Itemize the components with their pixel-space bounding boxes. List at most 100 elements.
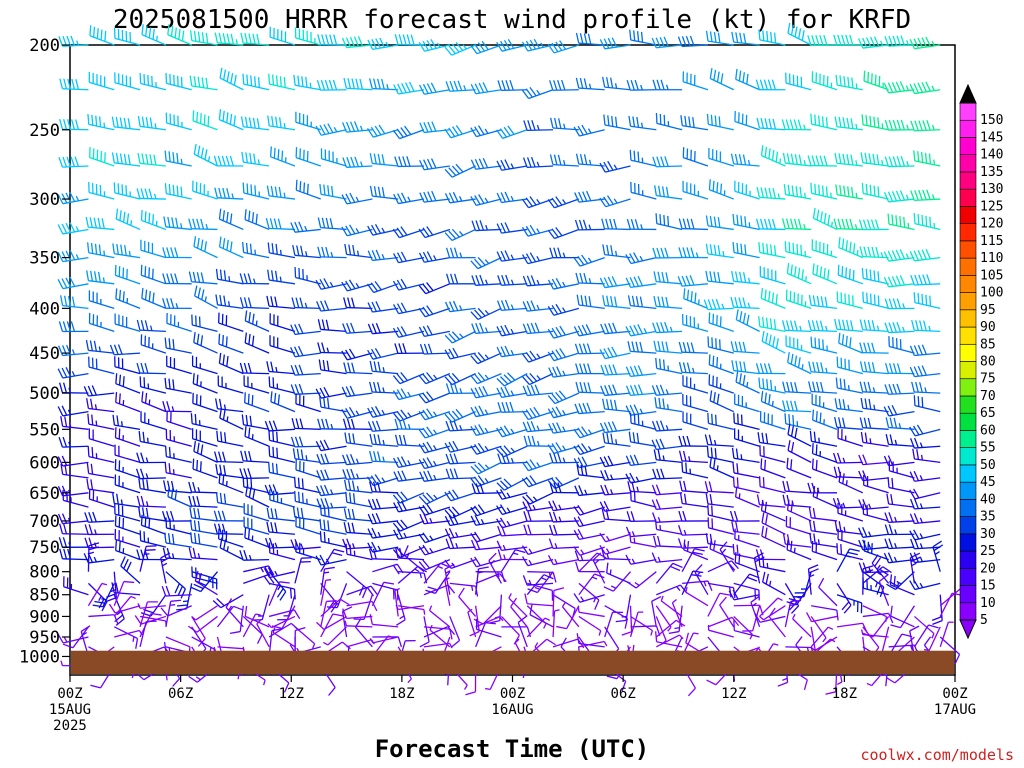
barb-staff — [269, 125, 296, 131]
barb-staff — [604, 558, 631, 561]
barb-tick — [633, 365, 640, 376]
barb-staff — [553, 411, 580, 419]
barb-tick — [221, 510, 226, 522]
barb-tick — [913, 38, 920, 49]
barb-tick — [242, 476, 245, 487]
barb-staff — [734, 486, 760, 494]
barb-tick — [501, 453, 506, 464]
barb-half-tick — [351, 543, 356, 549]
barb-staff — [888, 411, 915, 417]
barb-tick — [478, 158, 485, 169]
barb-tick — [444, 232, 453, 241]
barb-tick — [222, 409, 226, 420]
barb-tick — [553, 247, 558, 258]
barb-tick — [807, 482, 812, 494]
barb-tick — [470, 515, 477, 526]
barb-tick — [294, 324, 300, 335]
wind-barb — [599, 421, 631, 434]
barb-tick — [888, 298, 894, 309]
barb-tick — [323, 531, 326, 543]
barb-tick — [470, 407, 477, 417]
barb-tick — [758, 556, 761, 567]
wind-barb — [703, 298, 734, 311]
barb-half-tick — [825, 325, 828, 332]
barb-tick — [164, 532, 167, 544]
wind-barb — [909, 36, 941, 50]
barb-staff — [527, 582, 554, 586]
barb-staff — [114, 82, 141, 91]
wind-barb — [678, 525, 708, 536]
barb-tick — [858, 527, 864, 538]
barb-tick — [838, 116, 842, 128]
barb-staff — [785, 82, 812, 91]
barb-staff — [425, 283, 451, 295]
barb-staff — [578, 163, 605, 167]
wind-barb — [655, 213, 683, 231]
barb-tick — [188, 218, 193, 229]
barb-half-tick — [640, 122, 644, 128]
barb-tick — [503, 126, 511, 137]
barb-staff — [166, 472, 192, 479]
barb-staff — [425, 428, 451, 439]
barb-half-tick — [881, 123, 884, 129]
barb-staff — [89, 498, 115, 508]
barb-tick — [730, 296, 735, 308]
barb-tick — [574, 550, 580, 561]
barb-staff — [836, 476, 863, 479]
barb-tick — [888, 35, 894, 47]
barb-tick — [910, 556, 921, 563]
barb-staff — [243, 42, 270, 46]
barb-staff — [630, 461, 657, 467]
barb-tick — [869, 115, 872, 127]
wind-barb — [194, 570, 218, 596]
wind-barb — [655, 112, 683, 131]
barb-tick — [249, 415, 253, 427]
barb-tick — [812, 409, 815, 421]
barb-tick — [422, 227, 430, 237]
wind-barb — [86, 478, 115, 494]
barb-tick — [863, 246, 868, 257]
barb-tick — [611, 37, 618, 48]
wind-barb — [114, 515, 141, 535]
barb-staff — [88, 226, 115, 231]
barb-tick — [575, 153, 580, 165]
barb-tick — [758, 242, 761, 253]
barb-tick — [325, 418, 330, 430]
barb-tick — [631, 341, 635, 352]
wind-barb — [165, 517, 192, 535]
wind-barb — [343, 522, 373, 535]
barb-tick — [127, 118, 131, 129]
barb-staff — [166, 365, 192, 375]
barb-tick — [62, 156, 68, 168]
barb-tick — [845, 34, 850, 46]
barb-half-tick — [506, 507, 511, 513]
barb-tick — [834, 416, 838, 428]
barb-tick — [145, 25, 148, 37]
barb-half-tick — [843, 526, 846, 533]
barb-tick — [144, 516, 147, 527]
barb-tick — [551, 197, 559, 207]
wind-barb — [522, 500, 554, 512]
barb-tick — [657, 185, 661, 197]
barb-tick — [248, 334, 251, 345]
barb-staff — [398, 557, 425, 561]
barb-tick — [144, 211, 147, 222]
barb-tick — [239, 550, 244, 561]
barb-tick — [657, 296, 661, 307]
barb-tick — [374, 406, 382, 416]
barb-staff — [261, 594, 270, 620]
barb-tick — [573, 326, 580, 337]
wind-barb — [317, 246, 347, 259]
barb-tick — [398, 343, 403, 354]
barb-tick — [404, 125, 412, 135]
barb-staff — [347, 411, 373, 419]
barb-tick — [629, 531, 632, 543]
barb-half-tick — [506, 492, 511, 498]
barb-half-tick — [934, 551, 940, 555]
barb-half-tick — [845, 480, 848, 486]
wind-barb — [109, 344, 141, 356]
barb-staff — [475, 572, 500, 584]
barb-tick — [188, 495, 193, 507]
wind-barb — [139, 530, 167, 548]
wind-barb — [734, 486, 760, 508]
